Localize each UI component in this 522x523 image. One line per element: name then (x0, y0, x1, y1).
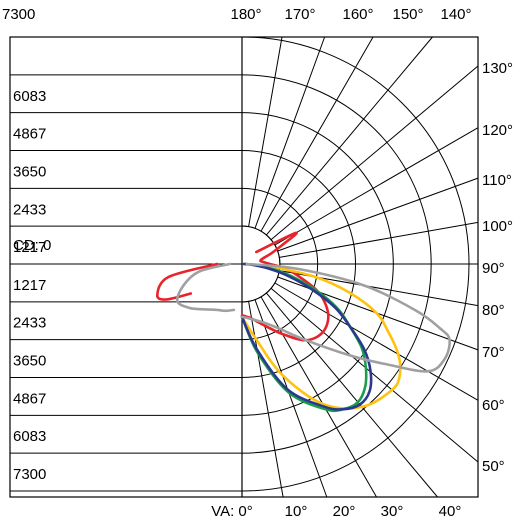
chart-grid (9, 36, 479, 498)
radial-140 (266, 36, 433, 236)
ring-label-bottom-5: 7300 (13, 466, 46, 483)
right-angle-label-0: 130° (482, 60, 513, 77)
radial-60 (274, 282, 479, 401)
radial-150 (260, 36, 374, 232)
right-angle-label-6: 70° (482, 344, 505, 361)
radial-120 (274, 127, 479, 246)
bottom-angle-label-0: VA: 0° (211, 503, 253, 520)
ring-label-bottom-0: 1217 (13, 277, 46, 294)
right-angle-label-1: 120° (482, 122, 513, 139)
top-angle-label-2: 160° (342, 6, 373, 23)
series-curve-6 (175, 262, 236, 313)
ring-label-top-5: 1217 (13, 239, 46, 256)
radial-160 (254, 36, 326, 229)
candela-curves (155, 231, 451, 413)
bottom-angle-label-3: 30° (381, 503, 404, 520)
ring-label-bottom-2: 3650 (13, 353, 46, 370)
radial-110 (277, 177, 479, 252)
radial-40 (266, 292, 438, 498)
radial-100 (279, 221, 479, 258)
ring-label-bottom-4: 6083 (13, 428, 46, 445)
radial-130 (270, 65, 479, 240)
radial-20 (254, 299, 328, 498)
ring-label-top-4: 2433 (13, 201, 46, 218)
radial-10 (248, 301, 284, 498)
right-angle-label-2: 110° (482, 172, 512, 189)
right-angle-label-5: 80° (482, 302, 505, 319)
series-curve-2 (240, 262, 402, 410)
ring-label-top-2: 4867 (13, 126, 46, 143)
series-curve-0 (240, 231, 330, 342)
angle-labels: 180° 170° 160° 150° 140° 130° 120° 110° 100° 90° 8… (211, 6, 513, 520)
right-angle-label-3: 100° (482, 218, 513, 235)
series-curve-4 (240, 262, 373, 411)
right-angle-label-7: 60° (482, 397, 505, 414)
right-angle-label-4: 90° (482, 260, 505, 277)
ring-label-top-0: 7300 (2, 6, 35, 23)
top-angle-label-0: 180° (230, 6, 261, 23)
ring-label-top-3: 3650 (13, 164, 46, 181)
top-angle-label-1: 170° (284, 6, 315, 23)
ring-label-top-1: 6083 (13, 88, 46, 105)
bottom-angle-label-4: 40° (439, 503, 462, 520)
radial-50 (270, 288, 479, 463)
bottom-angle-label-1: 10° (285, 503, 308, 520)
series-curve-5 (240, 262, 451, 373)
series-curve-1 (155, 262, 219, 301)
top-angle-label-4: 140° (440, 6, 471, 23)
unit-label: CD: 0 (13, 237, 51, 254)
chart-frame (9, 36, 479, 498)
radial-170 (248, 36, 283, 227)
ring-label-bottom-3: 4867 (13, 390, 46, 407)
right-angle-label-8: 50° (482, 458, 505, 475)
top-angle-label-3: 150° (392, 6, 423, 23)
bottom-angle-label-2: 20° (333, 503, 356, 520)
ring-label-bottom-1: 2433 (13, 315, 46, 332)
